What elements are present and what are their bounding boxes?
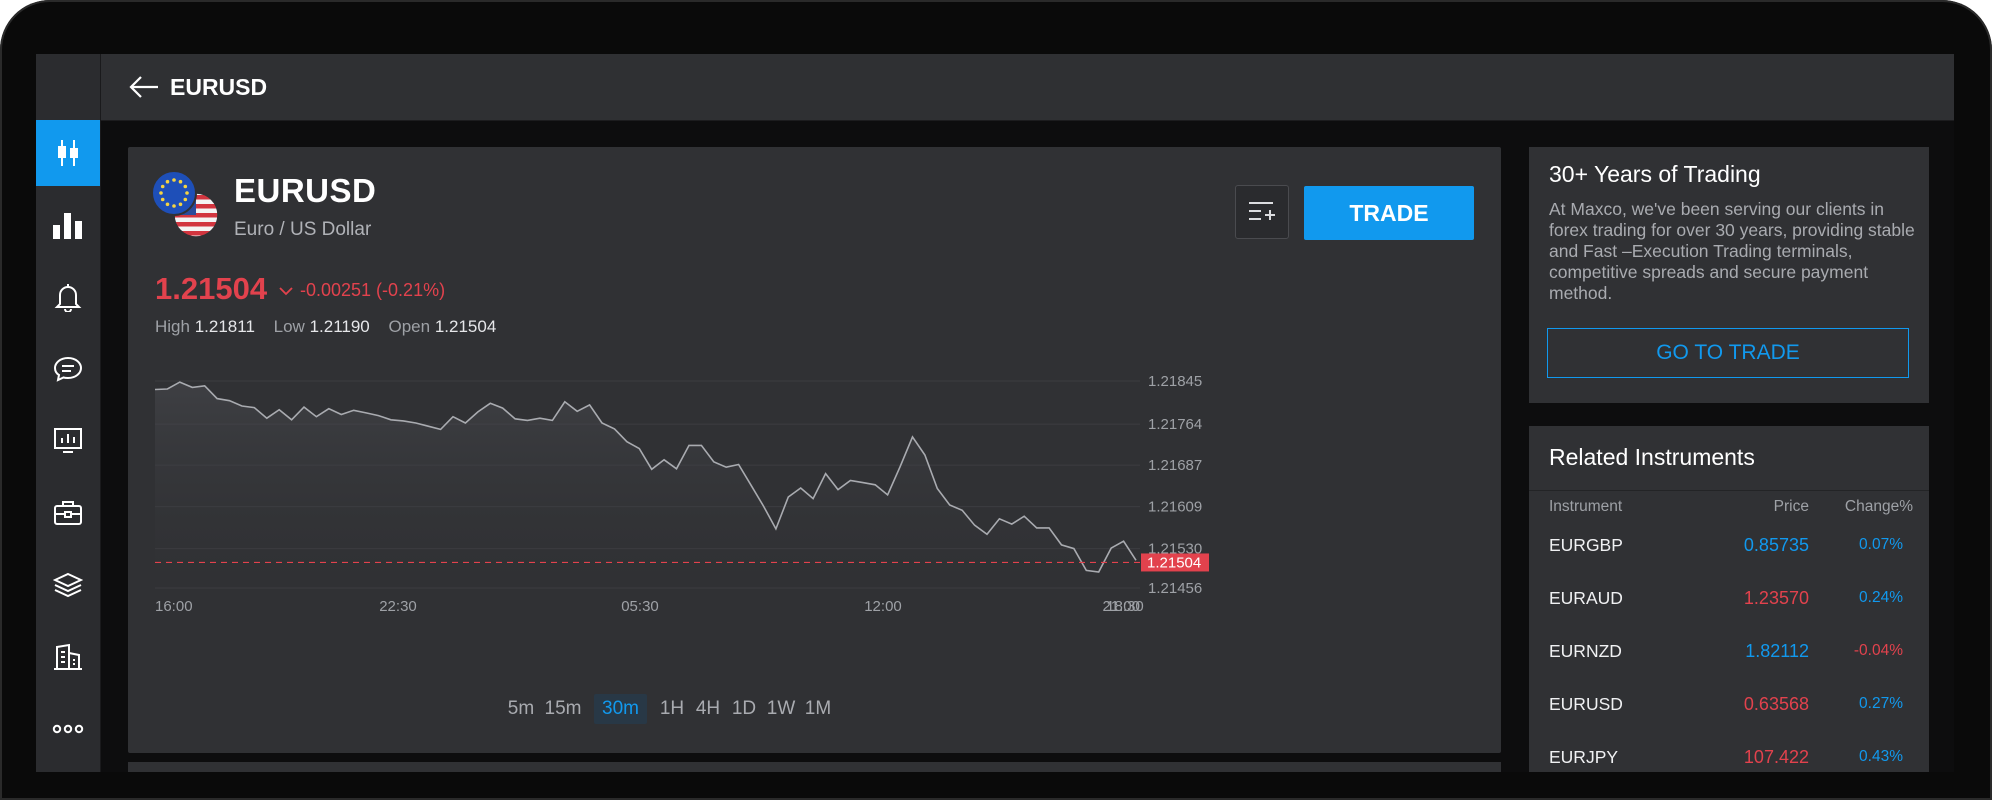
x-tick-label: 05:30: [621, 598, 659, 615]
monitor-chart-icon: [54, 428, 82, 453]
current-price-tag-label: 1.21504: [1147, 554, 1201, 571]
page-title: EURUSD: [170, 73, 268, 100]
bar-chart-icon: [53, 213, 82, 239]
current-price-tag: [1141, 553, 1209, 572]
col-price: Price: [1773, 498, 1809, 515]
instrument-name: EURNZD: [1549, 641, 1622, 661]
price-line: [154, 381, 1137, 573]
chat-icon: [53, 356, 83, 382]
trade-button[interactable]: TRADE: [1304, 186, 1474, 240]
promo-title: 30+ Years of Trading: [1549, 161, 1761, 187]
high-label: High: [155, 317, 190, 336]
chevron-down-icon: [279, 287, 293, 296]
instrument-description: Euro / US Dollar: [234, 219, 372, 240]
sidebar-item-company[interactable]: [36, 624, 100, 690]
timeframe-4H[interactable]: 4H: [695, 698, 721, 719]
sidebar-item-markets[interactable]: [36, 192, 100, 258]
divider: [1529, 490, 1929, 491]
open-value: 1.21504: [434, 317, 497, 336]
timeframe-1H[interactable]: 1H: [659, 698, 685, 719]
related-instruments-card: Related Instruments Instrument Price Cha…: [1529, 426, 1929, 772]
timeframe-15m[interactable]: 15m: [544, 698, 582, 719]
col-change: Change%: [1844, 498, 1913, 515]
instrument-symbol: EURUSD: [234, 172, 377, 209]
promo-card: 30+ Years of Trading At Maxco, we've bee…: [1529, 147, 1929, 403]
instrument-change: 0.43%: [1859, 748, 1903, 765]
y-tick-label: 1.21845: [1148, 373, 1202, 390]
list-add-icon: [1249, 202, 1275, 220]
sidebar-item-analysis[interactable]: [36, 408, 100, 474]
table-row[interactable]: EURUSD 0.63568 0.27%: [1529, 678, 1929, 731]
instrument-name: EURUSD: [1549, 694, 1623, 714]
timeframe-30m[interactable]: 30m: [594, 694, 647, 724]
x-tick-label: 12:00: [864, 598, 902, 615]
instrument-price: 1.82112: [1745, 641, 1809, 661]
related-title: Related Instruments: [1549, 444, 1755, 470]
instrument-price: 0.85735: [1743, 535, 1809, 555]
candlestick-icon: [58, 140, 78, 166]
timeframe-1D[interactable]: 1D: [731, 698, 757, 719]
col-instrument: Instrument: [1549, 498, 1623, 515]
table-row[interactable]: EURJPY 107.422 0.43%: [1529, 731, 1929, 772]
timeframe-1W[interactable]: 1W: [766, 698, 796, 719]
instrument-panel: EURUSD Euro / US Dollar TRADE 1.21504 -0…: [128, 147, 1501, 753]
briefcase-icon: [54, 501, 82, 525]
price-chart[interactable]: 1.21504 1.21845 1.21764 1.21687 1.21609 1.21…: [128, 357, 1501, 687]
layers-icon: [53, 572, 83, 598]
go-to-trade-button[interactable]: GO TO TRADE: [1547, 328, 1909, 378]
instrument-name: EURJPY: [1549, 747, 1619, 767]
page-header: EURUSD: [101, 54, 1954, 121]
instrument-change: 0.27%: [1859, 695, 1903, 712]
arrow-left-icon[interactable]: [128, 75, 160, 99]
table-row[interactable]: EURNZD 1.82112 -0.04%: [1529, 625, 1929, 678]
x-tick-label: 21:00: [1102, 598, 1140, 615]
open-label: Open: [388, 317, 431, 336]
instrument-change: 0.24%: [1859, 589, 1903, 606]
instrument-price: 107.422: [1743, 747, 1809, 767]
bell-icon: [54, 284, 82, 312]
y-tick-label: 1.21456: [1148, 580, 1202, 597]
y-tick-label: 1.21687: [1148, 457, 1202, 474]
timeframe-5m[interactable]: 5m: [507, 698, 535, 719]
high-low-open: High 1.21811 Low 1.21190 Open 1.21504: [155, 317, 510, 337]
current-price: 1.21504: [155, 271, 268, 306]
price-change: -0.00251 (-0.21%): [300, 280, 446, 300]
table-row[interactable]: EURGBP 0.85735 0.07%: [1529, 519, 1929, 572]
price-area: [155, 382, 1136, 588]
sidebar-item-messages[interactable]: [36, 336, 100, 402]
app-screen: EURUSD: [36, 54, 1954, 772]
instrument-name: EURGBP: [1549, 535, 1623, 555]
x-tick-label: 16:00: [155, 598, 193, 615]
more-icon: [52, 724, 84, 734]
y-tick-label: 1.21530: [1148, 541, 1202, 558]
instrument-name: EURAUD: [1549, 588, 1623, 608]
table-row[interactable]: EURAUD 1.23570 0.24%: [1529, 572, 1929, 625]
sidebar-item-portfolio[interactable]: [36, 480, 100, 546]
high-value: 1.21811: [194, 317, 255, 336]
sidebar-item-more[interactable]: [36, 696, 100, 762]
sidebar-item-charts[interactable]: [36, 120, 100, 186]
instrument-change: 0.07%: [1859, 536, 1903, 553]
timeframe-1M[interactable]: 1M: [804, 698, 832, 719]
x-tick-label: 22:30: [379, 598, 417, 615]
add-indicator-button[interactable]: [1235, 185, 1289, 239]
building-icon: [54, 643, 82, 670]
promo-body: At Maxco, we've been serving our clients…: [1549, 199, 1915, 303]
sidebar-item-layers[interactable]: [36, 552, 100, 618]
low-value: 1.21190: [309, 317, 370, 336]
instrument-change: -0.04%: [1853, 642, 1903, 659]
panel-below: [128, 762, 1501, 772]
y-tick-label: 1.21764: [1148, 416, 1202, 433]
x-tick-label: 18:30: [1106, 598, 1144, 615]
y-tick-label: 1.21609: [1148, 499, 1202, 516]
sidebar: [36, 54, 101, 772]
low-label: Low: [273, 317, 305, 336]
instrument-price: 0.63568: [1743, 694, 1809, 714]
sidebar-item-alerts[interactable]: [36, 264, 100, 330]
instrument-price: 1.23570: [1743, 588, 1809, 608]
eu-us-flag-icon: [151, 170, 219, 238]
